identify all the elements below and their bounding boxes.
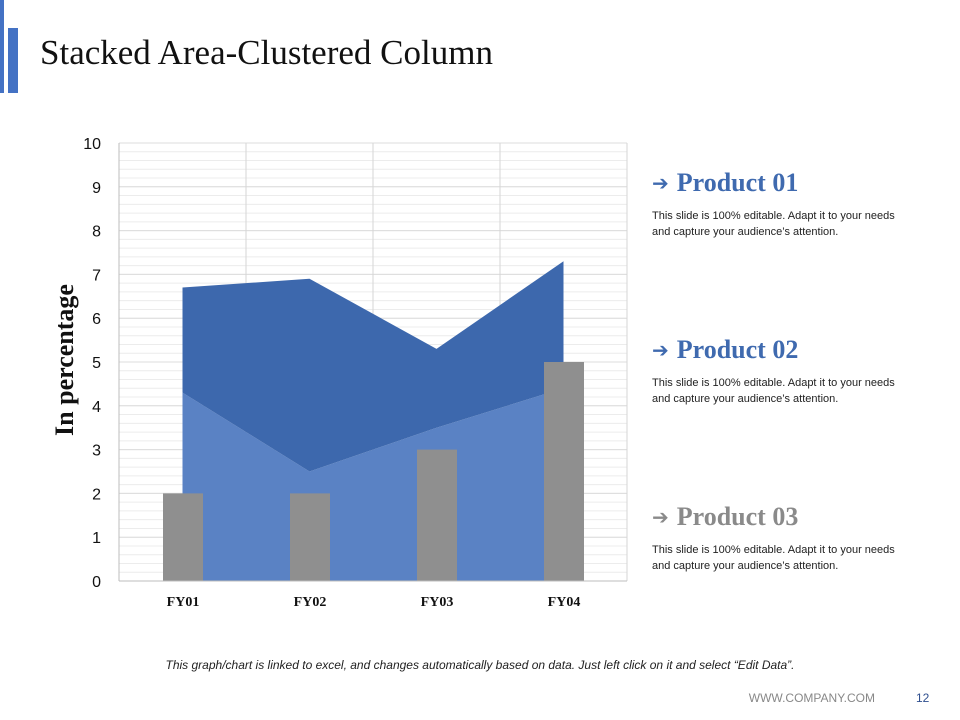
x-tick-label: FY01	[167, 595, 200, 610]
arrow-icon: ➔	[652, 171, 669, 195]
x-tick-label: FY04	[548, 595, 581, 610]
y-tick-label: 9	[92, 180, 101, 197]
y-tick-label: 6	[92, 311, 101, 328]
area-series-2[interactable]	[182, 261, 564, 472]
legend-heading: ➔ Product 03	[652, 502, 902, 532]
y-tick-label: 5	[92, 355, 101, 372]
legend-item-product-03[interactable]: ➔ Product 03 This slide is 100% editable…	[652, 502, 902, 574]
y-tick-label: 3	[92, 443, 101, 460]
y-tick-label: 8	[92, 224, 101, 241]
page-number: 12	[916, 691, 930, 705]
bar[interactable]	[417, 449, 457, 581]
legend-item-product-02[interactable]: ➔ Product 02 This slide is 100% editable…	[652, 335, 902, 407]
y-tick-label: 1	[92, 530, 101, 547]
legend-label: Product 03	[676, 502, 799, 531]
slide-title: Stacked Area-Clustered Column	[40, 33, 493, 72]
y-axis-label: In percentage	[50, 284, 80, 436]
accent-bar-inner	[8, 28, 18, 93]
legend-label: Product 02	[676, 335, 799, 364]
footer-url[interactable]: WWW.COMPANY.COM	[748, 691, 875, 705]
y-tick-label: 10	[83, 136, 101, 153]
legend-item-product-01[interactable]: ➔ Product 01 This slide is 100% editable…	[652, 168, 902, 240]
bar[interactable]	[290, 493, 330, 581]
x-tick-label: FY03	[421, 595, 454, 610]
legend-description: This slide is 100% editable. Adapt it to…	[652, 210, 895, 238]
area-series-1[interactable]	[182, 388, 564, 581]
y-axis-label-container: In percentage	[35, 130, 95, 590]
footnote: This graph/chart is linked to excel, and…	[165, 658, 795, 672]
legend-heading: ➔ Product 01	[652, 168, 902, 198]
y-tick-label: 2	[92, 486, 101, 503]
arrow-icon: ➔	[652, 338, 669, 362]
y-tick-label: 4	[92, 399, 101, 416]
legend-heading: ➔ Product 02	[652, 335, 902, 365]
accent-bar	[0, 0, 4, 93]
bar[interactable]	[544, 362, 584, 581]
y-tick-label: 0	[92, 574, 101, 591]
legend-description: This slide is 100% editable. Adapt it to…	[652, 377, 895, 405]
x-tick-label: FY02	[294, 595, 327, 610]
legend-label: Product 01	[676, 168, 799, 197]
y-tick-label: 7	[92, 267, 101, 284]
bar[interactable]	[163, 493, 203, 581]
legend-description: This slide is 100% editable. Adapt it to…	[652, 544, 895, 572]
arrow-icon: ➔	[652, 505, 669, 529]
